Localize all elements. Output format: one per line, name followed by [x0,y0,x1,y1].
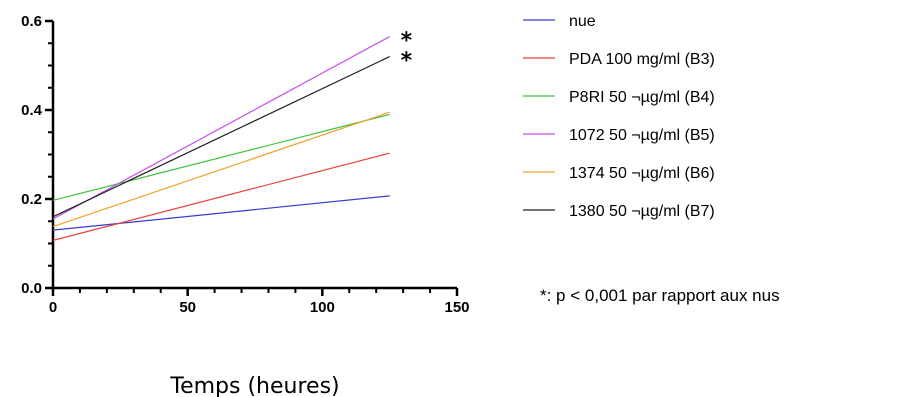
x-axis-label: Temps (heures) [169,374,339,397]
legend-label-4: 1072 50 ¬µg/ml (B5) [569,127,715,144]
x-tick-label: 100 [310,299,335,316]
series-line-2 [52,152,390,241]
y-tick-label: 0.0 [21,280,42,297]
legend-label-2: PDA 100 mg/ml (B3) [569,51,715,68]
legend-label-6: 1380 50 ¬µg/ml (B7) [569,203,715,220]
x-tick-label: 0 [49,299,57,316]
series-line-4 [52,36,390,220]
x-tick-label: 50 [179,299,196,316]
significance-markers: ** [401,29,413,74]
series-line-1 [52,195,390,231]
series-lines [52,36,390,241]
legend-label-3: P8RI 50 ¬µg/ml (B4) [569,89,715,106]
series-line-6 [52,56,390,218]
significance-note: *: p < 0,001 par rapport aux nus [540,286,780,305]
y-tick-label: 0.2 [21,191,42,208]
significance-star-1: * [401,29,413,54]
legend-label-1: nue [569,13,596,30]
series-line-5 [52,111,390,228]
legend-label-5: 1374 50 ¬µg/ml (B6) [569,165,715,182]
series-line-3 [52,113,390,201]
y-tick-label: 0.6 [21,13,42,30]
significance-star-2: * [401,49,413,74]
y-tick-label: 0.4 [21,102,43,119]
axes: 0.0 0.2 0.4 0.6 0 50 100 150 [21,13,469,316]
x-tick-label: 150 [444,299,469,316]
legend: nue PDA 100 mg/ml (B3) P8RI 50 ¬µg/ml (B4)… [523,13,715,220]
